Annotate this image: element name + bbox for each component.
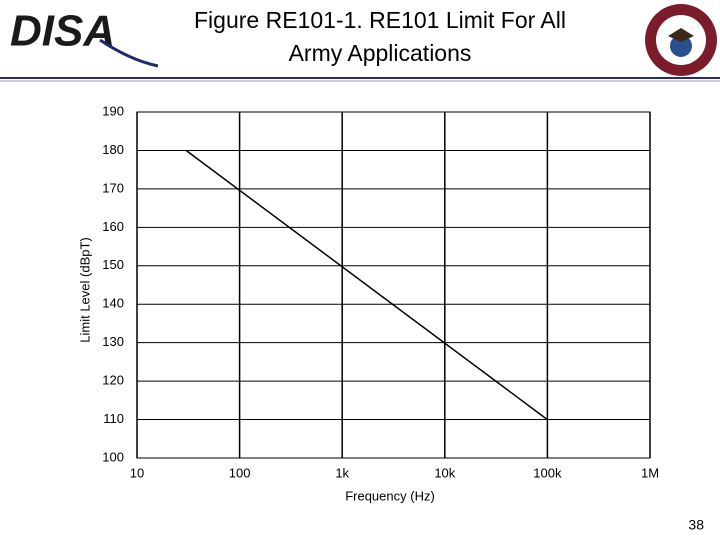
emblem-eagle <box>668 28 694 42</box>
y-tick-label: 120 <box>102 373 124 388</box>
y-tick-label: 100 <box>102 449 124 464</box>
y-tick-label: 110 <box>103 411 124 426</box>
logo: DISA <box>10 7 115 56</box>
logo-swoosh <box>99 38 159 68</box>
x-tick-label: 1k <box>335 465 349 480</box>
chart-title: Figure RE101-1. RE101 Limit For All Army … <box>194 7 566 66</box>
limit-line <box>185 149 548 421</box>
y-tick-label: 180 <box>102 142 124 157</box>
plot-frame <box>136 111 651 459</box>
y-tick-label: 140 <box>102 296 124 311</box>
y-tick-label: 190 <box>102 103 124 118</box>
emblem <box>645 4 717 76</box>
x-tick-label: 100k <box>533 465 562 480</box>
y-tick-label: 130 <box>102 334 124 349</box>
y-tick-label: 160 <box>102 219 124 234</box>
x-axis-label: Frequency (Hz) <box>345 488 435 503</box>
x-tick-label: 100 <box>229 465 251 480</box>
y-axis-label: Limit Level (dBpT) <box>77 237 92 342</box>
page-number: 38 <box>688 517 704 533</box>
y-tick-label: 150 <box>102 257 124 272</box>
x-tick-label: 1M <box>641 465 659 480</box>
emblem-globe <box>670 35 692 57</box>
x-tick-label: 10 <box>130 465 144 480</box>
x-tick-label: 10k <box>434 465 455 480</box>
y-tick-label: 170 <box>102 180 124 195</box>
